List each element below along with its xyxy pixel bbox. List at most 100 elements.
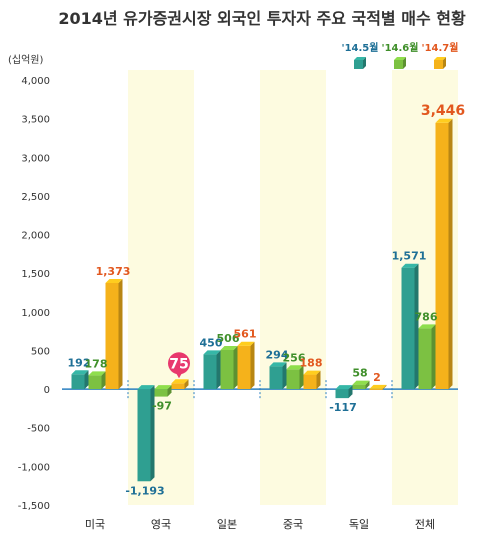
bar-top [335,385,353,390]
bar [335,385,353,399]
data-label: 192 [68,356,91,369]
bar-top [105,278,123,283]
x-category-label: 미국 [85,518,105,531]
bars [71,118,453,482]
bar-front [352,384,366,390]
legend: '14.5월 '14.6월 '14.7월 [342,42,459,69]
y-tick-label: 500 [31,346,50,357]
bar-side [101,371,106,390]
bar [71,370,89,390]
bar-front [203,354,217,390]
bar-front [88,375,102,390]
data-label: 786 [415,310,438,323]
bar-side [216,350,221,390]
bar-front [137,389,151,482]
bar-top [369,384,387,389]
y-axis: 4,000 3,500 3,000 2,500 2,000 1,500 1,000 500 0 -… [18,76,458,512]
bar-top [418,324,436,329]
y-tick-label: -500 [27,424,50,435]
bar [418,324,436,390]
y-tick-label: 3,500 [21,115,50,126]
bar-side [316,370,321,390]
bar [435,118,453,390]
unit-label: (십억원) [8,54,44,66]
legend-swatch-side [403,57,406,69]
bar-side [184,379,189,390]
bar-top [303,370,321,375]
bar-side [282,362,287,390]
bar-front [237,345,251,390]
y-tick-label: 1,000 [21,308,50,319]
bar-front [286,369,300,390]
data-label: 294 [266,348,289,361]
bar-top [435,118,453,123]
bar [269,362,287,390]
legend-swatch-top [434,57,446,60]
legend-swatch [354,60,363,69]
bar-side [250,341,255,390]
bar-front [303,374,317,390]
data-label: -117 [329,401,357,414]
legend-swatch [394,60,403,69]
bar-top [237,341,255,346]
bar [154,385,172,397]
legend-label: '14.7월 [422,42,459,54]
bar-top [88,371,106,376]
bar-side [382,384,387,390]
x-category-label: 일본 [217,517,237,531]
x-category-label: 독일 [349,517,369,531]
data-label: -1,193 [125,484,164,497]
legend-swatch-top [354,57,366,60]
legend-swatch-side [443,57,446,69]
bar-side [299,365,304,390]
bar-top [203,350,221,355]
y-tick-label: 2,000 [21,231,50,242]
x-category-label: 영국 [151,518,171,531]
bar-top [286,365,304,370]
bar-front [220,349,234,390]
x-category-label: 중국 [283,518,303,531]
bar-front [418,328,432,390]
bar-front [105,282,119,390]
bar-side [84,370,89,390]
bar [352,380,370,390]
y-tick-label: -1,000 [18,462,50,473]
bar-top [71,370,89,375]
data-label: 506 [217,332,240,345]
data-label: 75 [169,356,188,372]
bar-top [352,380,370,385]
bar-top [137,385,155,390]
data-label: 1,373 [96,265,131,278]
y-tick-label: -1,500 [18,501,50,512]
bar-side [448,118,453,390]
bar-side [348,385,353,399]
bar-side [431,324,436,390]
data-label: 256 [283,351,306,364]
bar-top [220,345,238,350]
bar [237,341,255,390]
bar-front [171,383,185,390]
x-category-label: 전체 [415,518,435,531]
legend-swatch [434,60,443,69]
chart-title: 2014년 유가증권시장 외국인 투자자 주요 국적별 매수 현황 [58,9,466,28]
data-label: 450 [200,336,223,349]
data-label: 58 [352,367,367,380]
bar-side [150,385,155,482]
bar-front [435,122,449,390]
y-tick-label: 0 [44,385,50,396]
bar-top [401,263,419,268]
y-tick-label: 1,500 [21,269,50,280]
bar-side [118,278,123,390]
bar [171,379,189,390]
data-label: 2 [373,371,381,384]
bar-side [233,345,238,390]
bar-top [154,385,172,390]
x-axis: 미국 영국 일본 중국 독일 전체 [85,517,435,531]
legend-label: '14.6월 [382,42,419,54]
legend-swatch-top [394,57,406,60]
bar-front [335,389,349,399]
bar [88,371,106,390]
bar-side [414,263,419,390]
highlight-marker [168,352,190,375]
